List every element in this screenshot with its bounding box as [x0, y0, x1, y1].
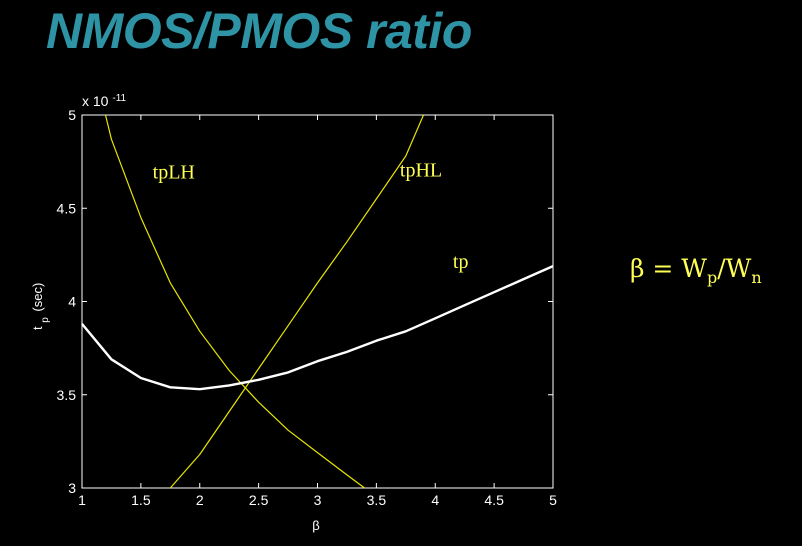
x-axis-label: β — [312, 518, 319, 533]
y-multiplier-label: x 10 -11 — [82, 93, 127, 109]
annotation-tplh: tpLH — [153, 161, 195, 183]
y-axis-label-subscript: p — [40, 317, 51, 323]
y-tick-label: 5 — [68, 107, 76, 123]
x-tick-labels: 1 1.5 2 2.5 3 3.5 4 4.5 5 — [78, 492, 557, 508]
beta-formula: β = Wp/Wn — [630, 254, 762, 287]
y-tick-label: 3 — [68, 480, 76, 496]
x-tick-label: 4.5 — [484, 492, 504, 508]
series-line-tplh — [104, 114, 365, 489]
y-tick-label: 3.5 — [57, 387, 77, 403]
y-exponent: -11 — [112, 93, 126, 104]
series-line-tp — [81, 265, 554, 391]
y-axis-label: t p (sec) — [30, 283, 51, 330]
series-annotations: tpLH tpHL tp — [153, 160, 469, 273]
x-tick-label: 4 — [431, 492, 439, 508]
svg-text:t p (sec): t p (sec) — [30, 283, 51, 330]
x-tick-label: 2.5 — [249, 492, 269, 508]
y-tick-labels: 3 3.5 4 4.5 5 — [57, 107, 77, 496]
series-lines — [81, 114, 554, 489]
annotation-tphl: tpHL — [400, 160, 442, 182]
x-tick-label: 1 — [78, 492, 86, 508]
x-tick-label: 5 — [549, 492, 557, 508]
tick-marks — [81, 114, 554, 489]
x-tick-label: 2 — [196, 492, 204, 508]
y-tick-label: 4.5 — [57, 200, 77, 216]
series-line-tphl — [169, 114, 425, 489]
slide-title: NMOS/PMOS ratio — [46, 3, 472, 59]
annotation-tp: tp — [453, 251, 469, 273]
x-tick-label: 1.5 — [131, 492, 151, 508]
x-tick-label: 3 — [314, 492, 322, 508]
y-tick-label: 4 — [68, 294, 76, 310]
x-tick-label: 3.5 — [367, 492, 387, 508]
